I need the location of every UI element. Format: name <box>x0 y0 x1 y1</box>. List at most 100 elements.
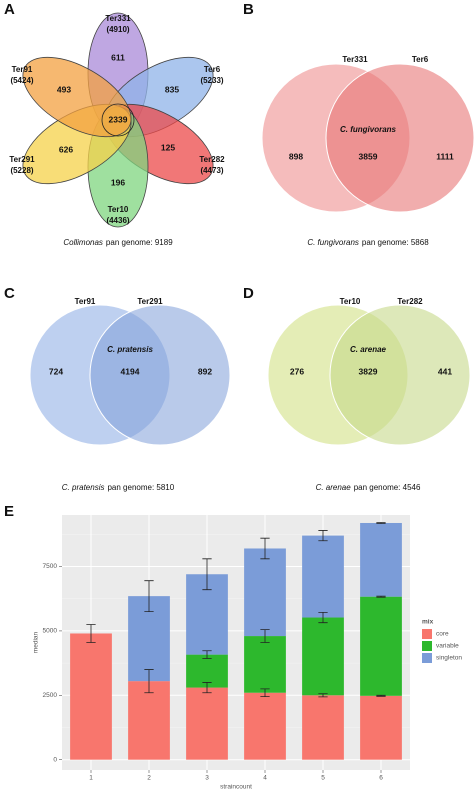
region-count: 2339 <box>109 114 128 124</box>
set-count: (5424) <box>10 76 33 85</box>
region-count: 276 <box>290 366 304 376</box>
error-bar <box>376 694 386 697</box>
bar-segment <box>186 687 228 760</box>
bar-segment <box>302 695 344 760</box>
caption-species: Collimonas <box>63 238 103 247</box>
x-tick-label: 1 <box>89 775 93 782</box>
region-count: 898 <box>289 151 303 161</box>
set-name: Ter91 <box>12 65 33 74</box>
bar-segment <box>360 522 402 597</box>
y-tick-label: 5000 <box>43 628 58 635</box>
y-tick-label: 0 <box>53 756 57 763</box>
caption-species: C. fungivorans <box>307 238 359 247</box>
bar-chart: 0 2500 5000 7500 1 2 3 4 5 6 straincount median mixc… <box>33 515 462 791</box>
error-bar <box>202 650 212 659</box>
set-count: (5228) <box>10 166 33 175</box>
bar-segment <box>302 617 344 696</box>
region-count: 724 <box>49 366 63 376</box>
set-name: Ter282 <box>397 297 423 306</box>
set-count: (4910) <box>106 25 129 34</box>
error-bar <box>202 558 212 591</box>
region-count: 835 <box>165 84 179 94</box>
caption: Collimonas pan genome: 9189 <box>63 238 173 247</box>
set-name: Ter91 <box>75 297 96 306</box>
region-count: 4194 <box>121 366 140 376</box>
x-tick-label: 5 <box>321 775 325 782</box>
region-count: 611 <box>111 52 125 62</box>
caption-species: C. pratensis <box>62 483 105 492</box>
set-name: Ter10 <box>108 205 129 214</box>
error-bar <box>318 530 328 542</box>
venn-two <box>267 304 471 446</box>
caption: C. fungivorans pan genome: 5868 <box>307 238 429 247</box>
panel-letter: D <box>243 285 254 302</box>
set-count: (5233) <box>200 76 223 85</box>
error-bar <box>144 580 154 612</box>
error-bar <box>376 522 386 524</box>
set-shape <box>89 304 231 446</box>
error-bar <box>260 688 270 697</box>
set-name: Ter291 <box>137 297 163 306</box>
legend-label: core <box>436 631 449 638</box>
panel-letter: E <box>4 503 14 520</box>
error-bar <box>318 611 328 624</box>
bar-segment <box>128 681 170 760</box>
set-shape <box>325 63 474 213</box>
error-bar <box>318 693 328 698</box>
set-name: Ter331 <box>105 14 131 23</box>
legend-swatch <box>422 629 432 639</box>
region-count: 3859 <box>359 151 378 161</box>
error-bar <box>260 537 270 560</box>
caption-text: pan genome: 4546 <box>354 483 421 492</box>
error-bar <box>144 669 154 694</box>
plot-background <box>62 515 410 770</box>
region-count: 196 <box>111 177 125 187</box>
bar-segment <box>244 548 286 637</box>
caption: C. pratensis pan genome: 5810 <box>62 483 175 492</box>
region-count: 125 <box>161 142 175 152</box>
bar-segment <box>244 692 286 760</box>
set-name: Ter6 <box>412 55 429 64</box>
set-name: Ter282 <box>199 155 225 164</box>
venn-six <box>22 12 214 228</box>
set-shape <box>329 304 471 446</box>
legend-title: mix <box>422 619 434 626</box>
panel-letter: C <box>4 285 15 302</box>
region-count: 892 <box>198 366 212 376</box>
set-name: Ter291 <box>9 155 35 164</box>
x-tick-label: 4 <box>263 775 267 782</box>
bar-segment <box>244 636 286 693</box>
bar-segment <box>360 695 402 760</box>
bar-segment <box>70 633 112 760</box>
legend-label: variable <box>436 643 459 650</box>
caption-species: C. arenae <box>316 483 352 492</box>
region-count: 493 <box>57 84 71 94</box>
legend-label: singleton <box>436 655 462 662</box>
region-count: 3829 <box>359 366 378 376</box>
region-count: 1111 <box>436 151 454 161</box>
region-count: 626 <box>59 144 73 154</box>
error-bar <box>202 682 212 694</box>
venn-two <box>29 304 231 446</box>
bar-segment <box>302 535 344 618</box>
set-count: (4436) <box>106 216 129 225</box>
overlap-name: C. fungivorans <box>340 125 397 134</box>
set-name: Ter10 <box>340 297 361 306</box>
caption: C. arenae pan genome: 4546 <box>316 483 421 492</box>
caption-text: pan genome: 9189 <box>106 238 173 247</box>
error-bar <box>86 624 96 643</box>
legend-swatch <box>422 641 432 651</box>
set-count: (4473) <box>200 166 223 175</box>
y-tick-label: 2500 <box>43 692 58 699</box>
error-bar <box>376 595 386 598</box>
legend-swatch <box>422 653 432 663</box>
region-count: 441 <box>438 366 452 376</box>
overlap-name: C. arenae <box>350 345 387 354</box>
caption-text: pan genome: 5810 <box>107 483 174 492</box>
set-name: Ter331 <box>342 55 368 64</box>
bar-segment <box>360 596 402 696</box>
overlap-name: C. pratensis <box>107 345 153 354</box>
x-tick-label: 3 <box>205 775 209 782</box>
error-bar <box>260 629 270 643</box>
